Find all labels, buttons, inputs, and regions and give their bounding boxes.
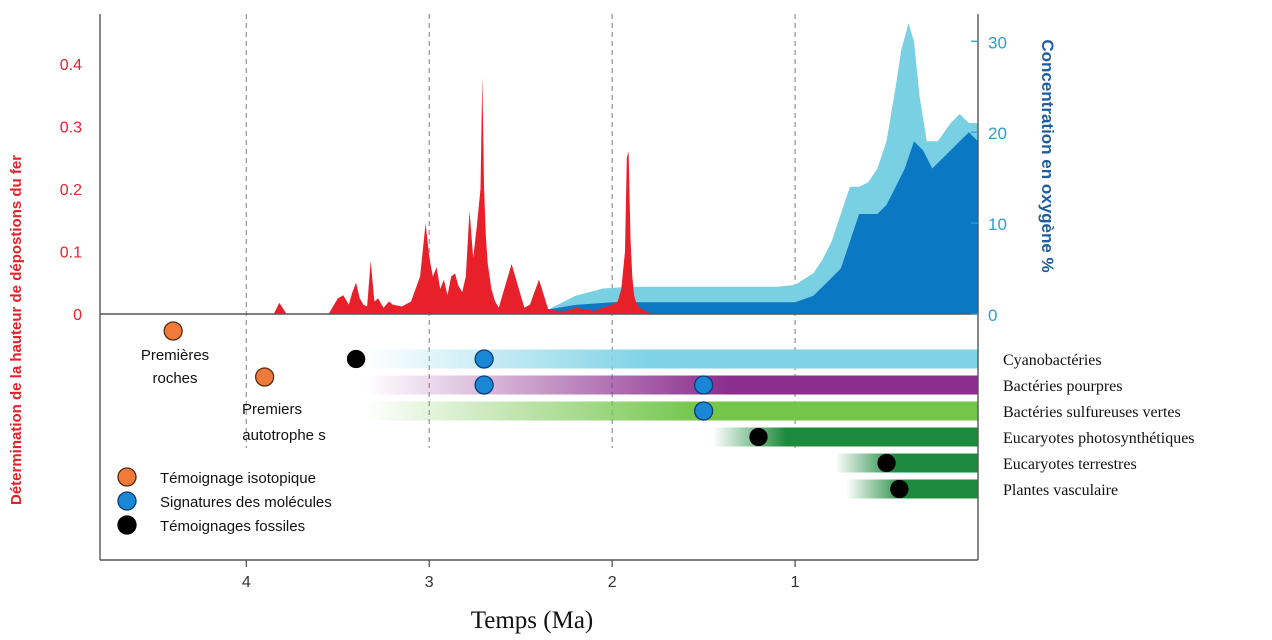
legend-label: Témoignage isotopique xyxy=(160,470,316,487)
right-tick-label: 20 xyxy=(988,124,1007,143)
first-autotrophs-label-line2: autotrophe s xyxy=(242,427,325,444)
right-tick-label: 0 xyxy=(988,306,997,325)
left-tick-label: 0 xyxy=(73,307,82,324)
legend-molecular-marker xyxy=(117,491,137,511)
x-tick-label: 3 xyxy=(425,574,434,591)
lineage-label: Eucaryotes photosynthétiques xyxy=(1003,430,1195,447)
fossil-marker xyxy=(749,427,768,447)
left-tick-label: 0.1 xyxy=(60,245,82,262)
lineage-label: Cyanobactéries xyxy=(1003,352,1102,369)
isotopic-marker xyxy=(254,367,275,387)
plot-areas xyxy=(100,23,978,314)
lineage-label: Bactéries sulfureuses vertes xyxy=(1003,404,1181,421)
left-tick-label: 0.3 xyxy=(60,120,82,137)
x-tick-label: 1 xyxy=(791,574,800,591)
right-tick-label: 30 xyxy=(988,33,1007,52)
lineage-bar xyxy=(365,349,979,369)
fossil-marker xyxy=(346,349,366,369)
area-series-2 xyxy=(100,132,978,314)
right-tick-label: 10 xyxy=(988,215,1007,234)
fossil-marker xyxy=(890,479,909,499)
lineage-bars: Cyanobactéries Bactéries pourpres Bactérie… xyxy=(365,349,1195,499)
first-rocks-label-line2: roches xyxy=(152,370,197,387)
left-tick-label: 0.2 xyxy=(60,182,82,199)
x-tick-label: 4 xyxy=(242,574,251,591)
legend-label: Signatures des molécules xyxy=(160,494,332,511)
legend: Témoignage isotopique Signatures des molé… xyxy=(117,467,332,535)
lineage-bar xyxy=(365,401,979,421)
molecular-marker xyxy=(693,401,714,421)
left-tick-label: 0.4 xyxy=(60,57,82,74)
legend-fossil-marker xyxy=(117,515,137,535)
x-axis-label: Temps (Ma) xyxy=(471,607,594,634)
lineage-label: Plantes vasculaire xyxy=(1003,482,1118,499)
labels: Temps (Ma) Détermination de la hauteur d… xyxy=(8,39,1057,634)
lineage-bar xyxy=(365,375,979,395)
first-rocks-label-line1: Premières xyxy=(141,347,209,364)
legend-isotopic-marker xyxy=(117,467,137,487)
left-axis-label: Détermination de la hauteur de dépostion… xyxy=(8,155,25,505)
lineage-label: Eucaryotes terrestres xyxy=(1003,456,1137,473)
evidence-markers xyxy=(163,321,909,499)
lineage-bar xyxy=(846,479,978,499)
lineage-bar xyxy=(712,427,978,447)
right-axis-label: Concentration en oxygène % xyxy=(1038,39,1057,272)
lineage-label: Bactéries pourpres xyxy=(1003,378,1123,395)
molecular-marker xyxy=(474,375,494,395)
first-autotrophs-label-line1: Premiers xyxy=(242,401,302,418)
molecular-marker xyxy=(474,349,494,369)
molecular-marker xyxy=(693,375,714,395)
x-tick-label: 2 xyxy=(608,574,617,591)
fossil-marker xyxy=(877,453,896,473)
legend-label: Témoignages fossiles xyxy=(160,518,305,535)
isotopic-marker xyxy=(163,321,183,341)
lineage-bar xyxy=(835,453,978,473)
